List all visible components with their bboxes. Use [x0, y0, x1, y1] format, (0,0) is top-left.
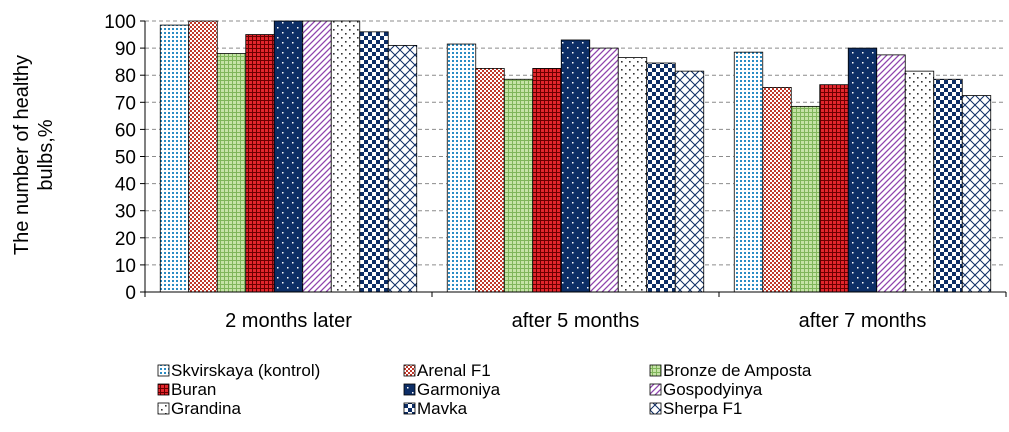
y-tick-label-50: 50	[115, 148, 136, 169]
legend-item-garmoniya: Garmoniya	[403, 380, 501, 399]
y-tick-label-30: 30	[115, 202, 136, 223]
legend-swatch-skvirskaya-kontrol	[157, 364, 170, 377]
y-tick-label-90: 90	[115, 39, 136, 60]
bar-garmoniya-after-7-months	[847, 47, 878, 293]
legend-label-grandina: Grandina	[171, 399, 241, 418]
bar-grandina-2-months-later	[330, 20, 361, 293]
bar-gospodyinya-after-5-months	[589, 47, 619, 293]
y-tick-label-10: 10	[115, 256, 136, 277]
bar-bronze-de-amposta-2-months-later	[216, 53, 247, 293]
legend-label-garmoniya: Garmoniya	[417, 380, 501, 399]
bars-layer	[159, 20, 992, 293]
x-tick-label-after-7-months: after 7 months	[799, 310, 927, 332]
y-tick-label-20: 20	[115, 229, 136, 250]
bar-mavka-after-7-months	[933, 78, 963, 293]
bar-skvirskaya-kontrol-after-7-months	[733, 51, 764, 293]
bar-buran-after-5-months	[532, 68, 562, 293]
y-tick-label-60: 60	[115, 120, 136, 141]
y-tick-label-70: 70	[115, 93, 136, 114]
legend-item-gospodyinya: Gospodyinya	[649, 380, 763, 399]
bar-garmoniya-2-months-later	[273, 20, 304, 293]
x-tick-label-2-months-later: 2 months later	[225, 310, 352, 332]
bar-garmoniya-after-5-months	[560, 39, 591, 293]
legend-swatch-garmoniya	[403, 383, 416, 396]
legend-label-bronze-de-amposta: Bronze de Amposta	[663, 361, 812, 380]
legend-swatch-arenal-f1	[403, 364, 416, 377]
legend: Skvirskaya (kontrol) Arenal F1 Bronze de A…	[157, 361, 812, 418]
y-tick-label-0: 0	[125, 283, 136, 304]
bar-bronze-de-amposta-after-5-months	[503, 78, 534, 293]
bar-arenal-f1-after-5-months	[475, 68, 505, 293]
bar-arenal-f1-after-7-months	[762, 86, 792, 293]
legend-item-grandina: Grandina	[157, 399, 241, 418]
legend-label-sherpa-f1: Sherpa F1	[663, 399, 742, 418]
legend-swatch-sherpa-f1	[649, 402, 662, 415]
y-axis-title-line2: bulbs,%	[35, 119, 57, 190]
bar-sherpa-f1-after-7-months	[961, 95, 992, 293]
legend-swatch-mavka	[403, 402, 416, 415]
bar-gospodyinya-2-months-later	[302, 20, 332, 293]
axes-layer: 0 10 20 30 40 50 60 70 80 90 100 2 months later afte…	[104, 12, 1007, 332]
legend-label-arenal-f1: Arenal F1	[417, 361, 491, 380]
y-tick-label-40: 40	[115, 175, 136, 196]
legend-swatch-gospodyinya	[649, 383, 662, 396]
bar-skvirskaya-kontrol-2-months-later	[159, 24, 190, 293]
bar-bronze-de-amposta-after-7-months	[790, 105, 821, 293]
bar-grandina-after-5-months	[617, 57, 648, 293]
bar-mavka-after-5-months	[646, 62, 676, 293]
y-axis-title-line1: The number of healthy	[11, 55, 33, 255]
legend-swatch-grandina	[157, 402, 170, 415]
legend-item-mavka: Mavka	[403, 399, 468, 418]
bar-grandina-after-7-months	[904, 70, 935, 293]
legend-item-arenal-f1: Arenal F1	[403, 361, 491, 380]
legend-item-skvirskaya-kontrol: Skvirskaya (kontrol)	[157, 361, 320, 380]
legend-label-buran: Buran	[171, 380, 216, 399]
y-tick-label-80: 80	[115, 66, 136, 87]
bar-sherpa-f1-2-months-later	[387, 44, 418, 293]
legend-swatch-buran	[157, 383, 170, 396]
legend-item-sherpa-f1: Sherpa F1	[649, 399, 742, 418]
bar-arenal-f1-2-months-later	[188, 20, 218, 293]
bar-gospodyinya-after-7-months	[876, 54, 906, 293]
bar-sherpa-f1-after-5-months	[674, 70, 705, 293]
legend-item-buran: Buran	[157, 380, 216, 399]
y-tick-label-100: 100	[104, 12, 136, 33]
bar-buran-2-months-later	[245, 34, 275, 293]
legend-item-bronze-de-amposta: Bronze de Amposta	[649, 361, 812, 380]
bar-mavka-2-months-later	[359, 31, 389, 293]
bar-skvirskaya-kontrol-after-5-months	[446, 43, 477, 293]
legend-label-mavka: Mavka	[417, 399, 468, 418]
bar-buran-after-7-months	[819, 84, 849, 293]
x-tick-label-after-5-months: after 5 months	[512, 310, 640, 332]
legend-label-gospodyinya: Gospodyinya	[663, 380, 763, 399]
legend-label-skvirskaya-kontrol: Skvirskaya (kontrol)	[171, 361, 320, 380]
legend-swatch-bronze-de-amposta	[649, 364, 662, 377]
